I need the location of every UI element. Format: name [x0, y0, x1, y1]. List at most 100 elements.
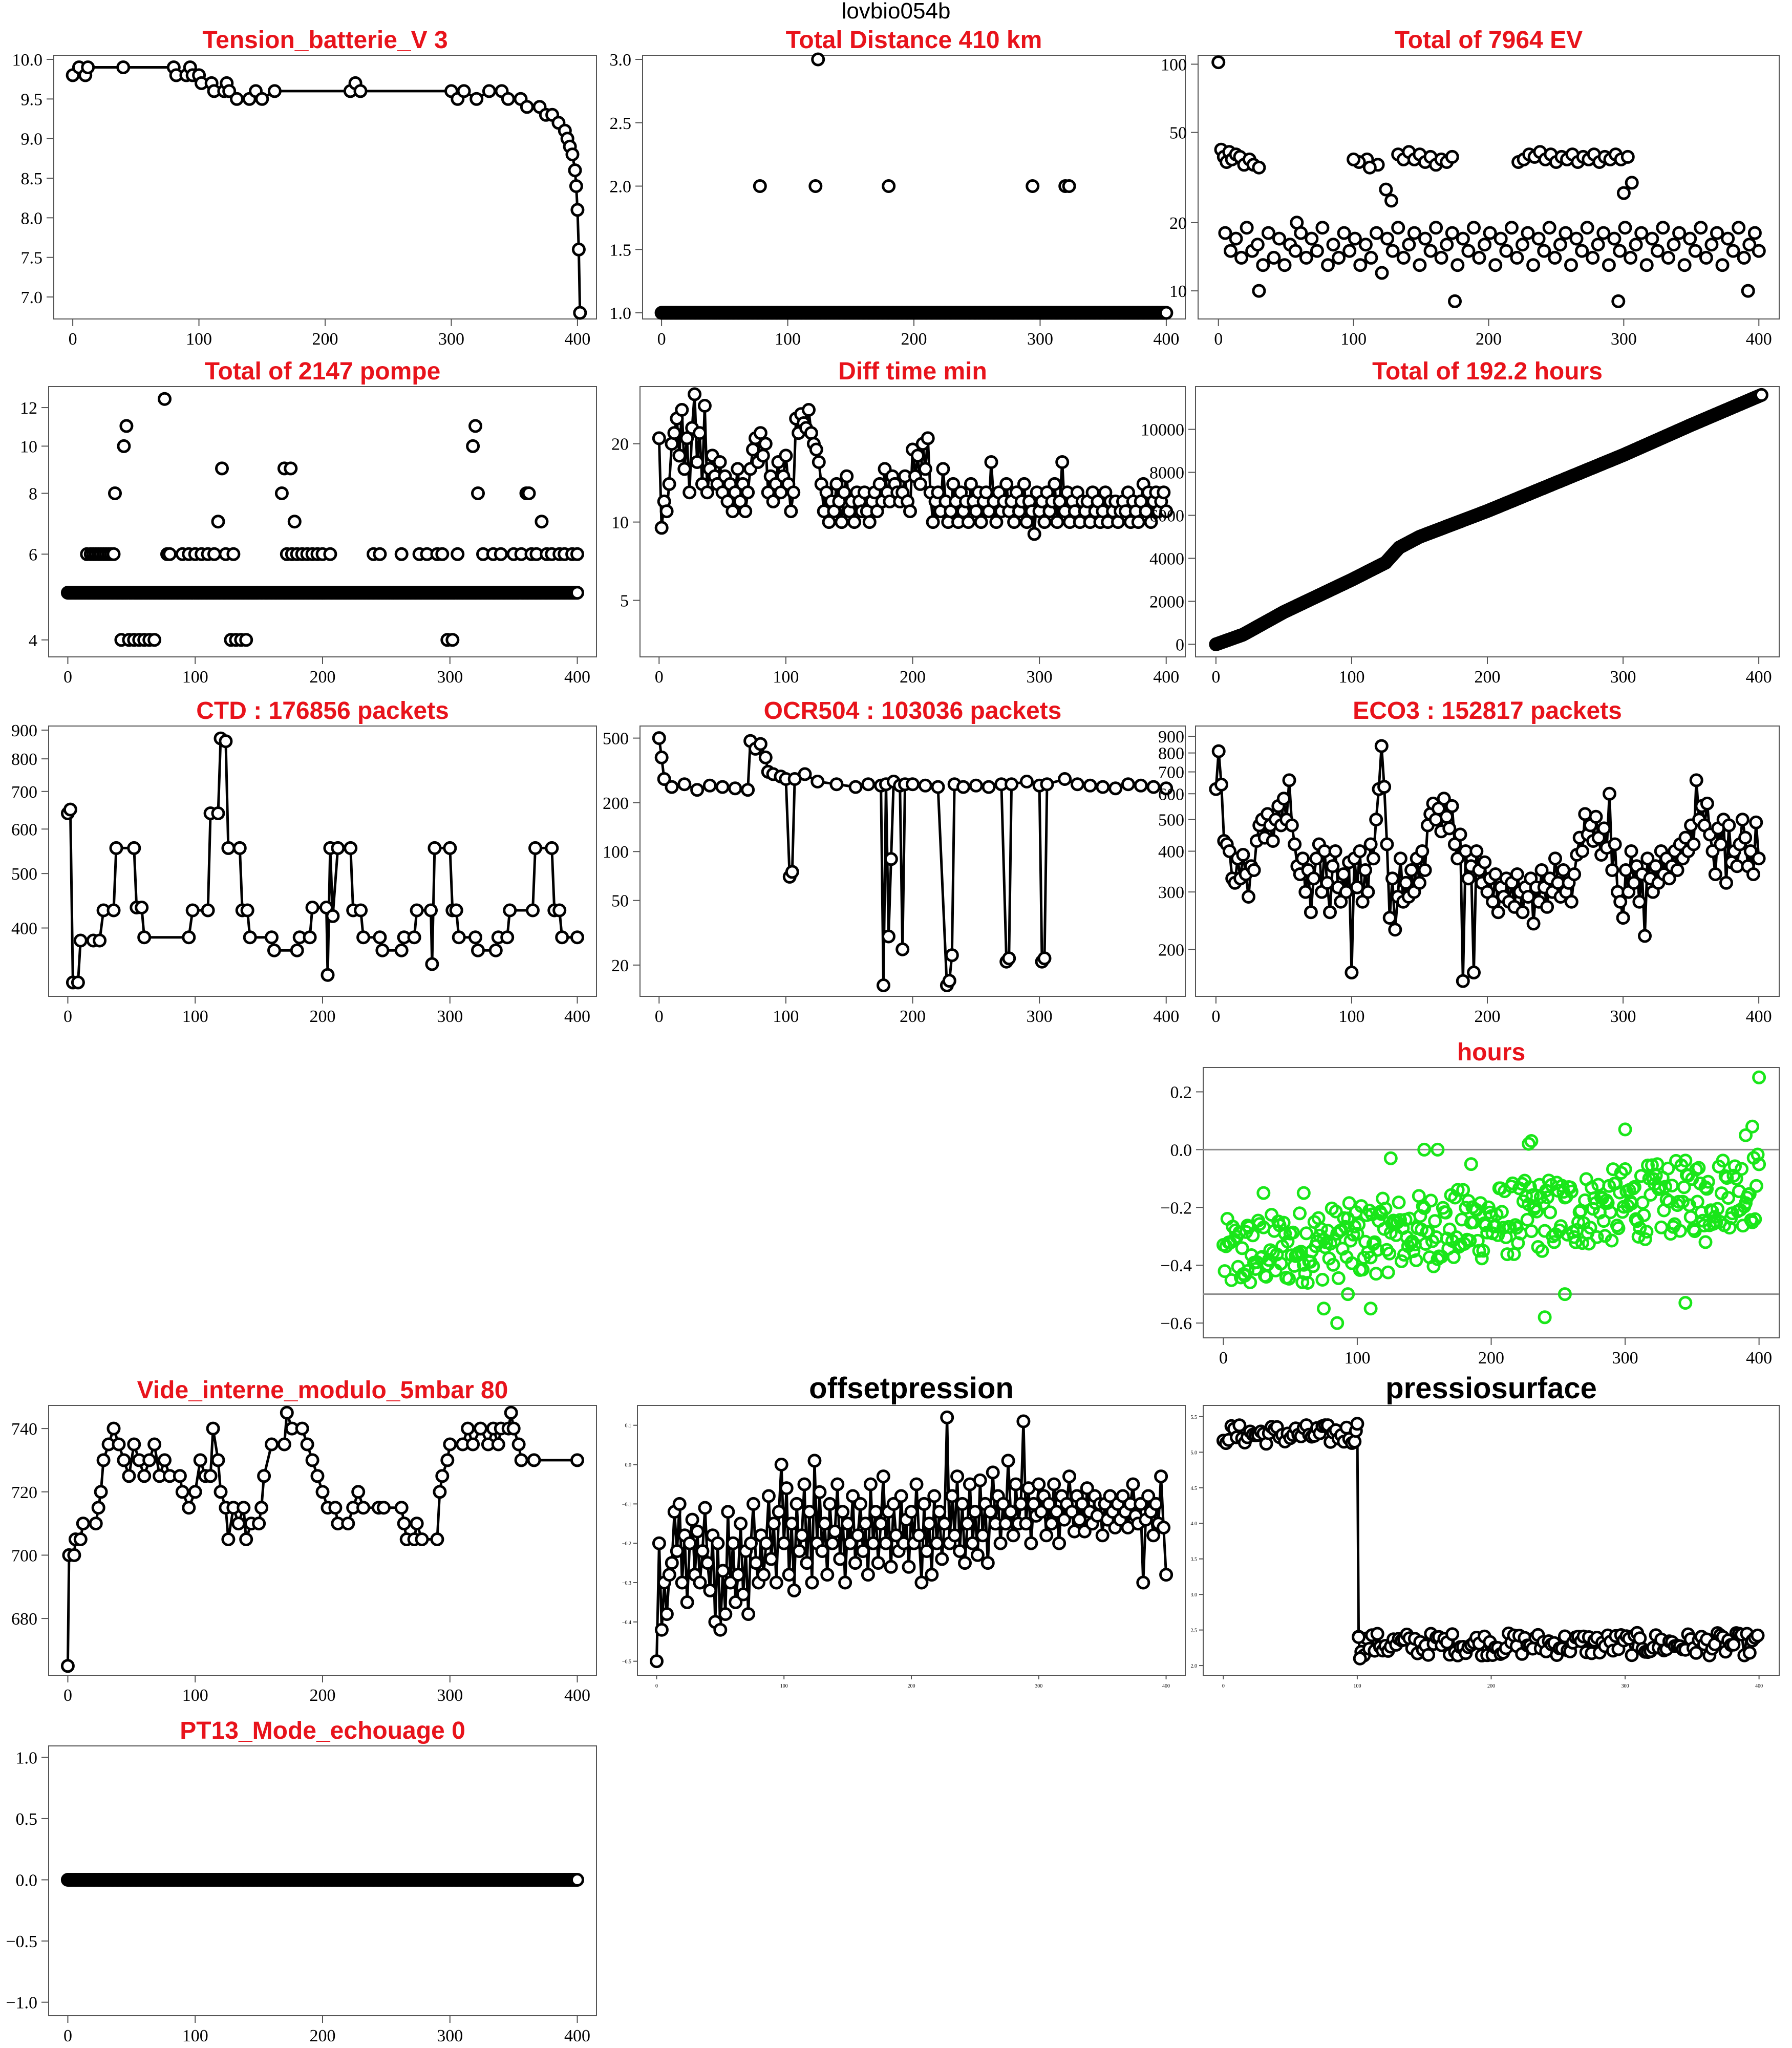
data-point	[1157, 485, 1171, 500]
data-point	[1692, 1161, 1706, 1175]
data-point	[1070, 777, 1084, 792]
data-point	[1510, 867, 1524, 881]
data-point	[736, 1587, 751, 1602]
data-point	[1469, 1203, 1484, 1217]
y-tick-label: 200	[603, 794, 629, 813]
data-point	[721, 1505, 735, 1519]
data-point	[522, 486, 536, 500]
chart-panel-ctd: CTD : 176856 packets 0 100 200 300 400 400 500 6…	[11, 697, 597, 1026]
data-point	[1640, 851, 1655, 866]
data-point	[1267, 250, 1281, 265]
x-tick-label: 100	[1338, 668, 1364, 687]
y-tick-label: 10.0	[12, 51, 43, 70]
data-point	[846, 1489, 860, 1503]
y-tick-label: 0.0	[1170, 1141, 1192, 1160]
chart-panel-eco3: ECO3 : 152817 packets 0 100 200 300 400 200 300…	[1158, 697, 1780, 1026]
plot-frame	[639, 726, 1186, 997]
data-point	[1554, 1219, 1568, 1233]
data-point	[1442, 821, 1457, 836]
x-tick-label: 400	[564, 1686, 590, 1705]
data-point	[1062, 179, 1076, 193]
data-point	[873, 1517, 888, 1531]
data-point	[1232, 1418, 1247, 1433]
data-point	[1396, 250, 1411, 265]
data-point	[744, 1536, 758, 1550]
data-point	[488, 943, 503, 957]
data-point	[996, 1497, 1010, 1511]
data-point	[1065, 1505, 1079, 1519]
data-point	[1358, 238, 1373, 252]
data-point	[1017, 477, 1031, 491]
y-tick-label: 3.5	[1191, 1557, 1198, 1563]
data-point	[920, 1544, 934, 1558]
data-point	[1548, 250, 1562, 265]
data-point	[1278, 1226, 1292, 1241]
data-point	[1611, 294, 1626, 308]
data-point	[680, 1595, 694, 1609]
data-point	[1058, 772, 1072, 786]
data-point	[1296, 851, 1310, 866]
data-point	[1618, 1162, 1632, 1176]
data-point	[1211, 55, 1226, 70]
data-point	[829, 477, 844, 491]
data-point	[884, 852, 898, 866]
data-point	[1363, 1250, 1378, 1265]
data-point	[1754, 388, 1768, 402]
data-point	[1677, 258, 1692, 272]
data-point	[1645, 231, 1659, 246]
data-point	[1417, 1142, 1432, 1157]
data-point	[777, 1536, 791, 1550]
data-point	[1726, 244, 1740, 258]
data-point	[1057, 1512, 1071, 1527]
data-point	[807, 1454, 822, 1468]
data-point	[1633, 1221, 1647, 1235]
data-point	[1421, 1648, 1436, 1662]
x-tick-label: 0	[63, 1686, 72, 1705]
data-point	[1575, 244, 1589, 258]
data-point	[1486, 894, 1500, 909]
data-point	[662, 1568, 676, 1582]
data-point	[1540, 1190, 1554, 1205]
data-point	[1229, 231, 1243, 246]
data-point	[1384, 194, 1398, 208]
data-point	[792, 1544, 806, 1558]
data-point	[1670, 863, 1684, 877]
data-point	[1704, 238, 1719, 252]
data-point	[982, 780, 996, 794]
data-point	[1453, 827, 1467, 842]
data-point	[471, 943, 485, 957]
data-point	[1383, 1151, 1398, 1165]
data-point	[848, 1556, 862, 1570]
data-point	[1146, 1528, 1161, 1543]
data-point	[774, 485, 788, 500]
data-point	[1042, 1497, 1056, 1511]
data-point	[1075, 1497, 1089, 1511]
x-tick-label: 200	[310, 1686, 336, 1705]
data-point	[1326, 1257, 1340, 1272]
data-point	[1370, 1243, 1384, 1257]
data-point	[785, 865, 799, 879]
data-point	[1499, 244, 1513, 258]
data-point	[975, 1528, 990, 1543]
data-point	[811, 52, 825, 67]
data-point	[1618, 863, 1633, 877]
data-point	[942, 974, 956, 988]
data-point	[861, 1568, 875, 1582]
data-point	[1722, 1221, 1737, 1235]
y-tick-label: 4000	[1149, 549, 1184, 568]
data-point	[1456, 231, 1470, 246]
data-point	[1605, 863, 1619, 877]
data-point	[520, 100, 534, 114]
x-tick-label: 0	[657, 330, 666, 349]
data-point	[1515, 1177, 1529, 1191]
data-point	[847, 515, 862, 529]
data-point	[1214, 777, 1228, 792]
data-point	[1034, 1505, 1049, 1519]
data-point	[119, 419, 134, 433]
data-point	[835, 515, 849, 529]
data-point	[1526, 916, 1541, 931]
data-point	[305, 1453, 319, 1467]
y-tick-label: 500	[603, 730, 629, 749]
data-point	[331, 841, 345, 855]
